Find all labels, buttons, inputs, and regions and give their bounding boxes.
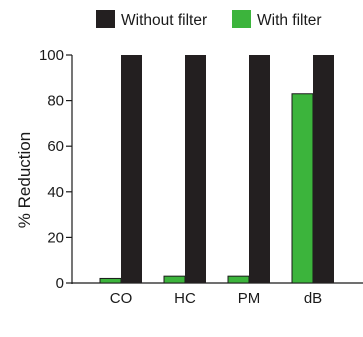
y-axis-label: % Reduction	[15, 132, 34, 228]
y-tick-label-60: 60	[47, 138, 64, 155]
bar-without-filter-co	[121, 55, 142, 283]
bar-with-filter-pm	[227, 275, 250, 284]
x-tick-label-pm: PM	[238, 290, 261, 307]
x-tick-label-co: CO	[110, 290, 133, 307]
legend-swatch-without-filter	[96, 10, 115, 28]
bar-with-filter-db	[291, 93, 314, 284]
legend-label-without-filter: Without filter	[121, 12, 207, 29]
y-tick-label-100: 100	[39, 47, 64, 64]
bar-without-filter-hc	[185, 55, 206, 283]
tick-labels: 0 20 40 60 80 100 CO HC PM dB	[39, 47, 322, 307]
y-tick-label-40: 40	[47, 184, 64, 201]
bars	[99, 55, 334, 284]
bar-with-filter-hc	[163, 275, 186, 284]
y-tick-label-80: 80	[47, 93, 64, 110]
bar-without-filter-db	[313, 55, 334, 283]
bar-with-filter-co	[99, 277, 122, 284]
legend-label-with-filter: With filter	[257, 12, 322, 29]
y-tick-label-20: 20	[47, 229, 64, 246]
x-tick-label-db: dB	[304, 290, 322, 307]
bar-without-filter-pm	[249, 55, 270, 283]
x-tick-label-hc: HC	[174, 290, 196, 307]
y-tick-label-0: 0	[56, 275, 64, 292]
legend: Without filter With filter	[96, 10, 322, 29]
legend-swatch-with-filter	[232, 10, 251, 28]
